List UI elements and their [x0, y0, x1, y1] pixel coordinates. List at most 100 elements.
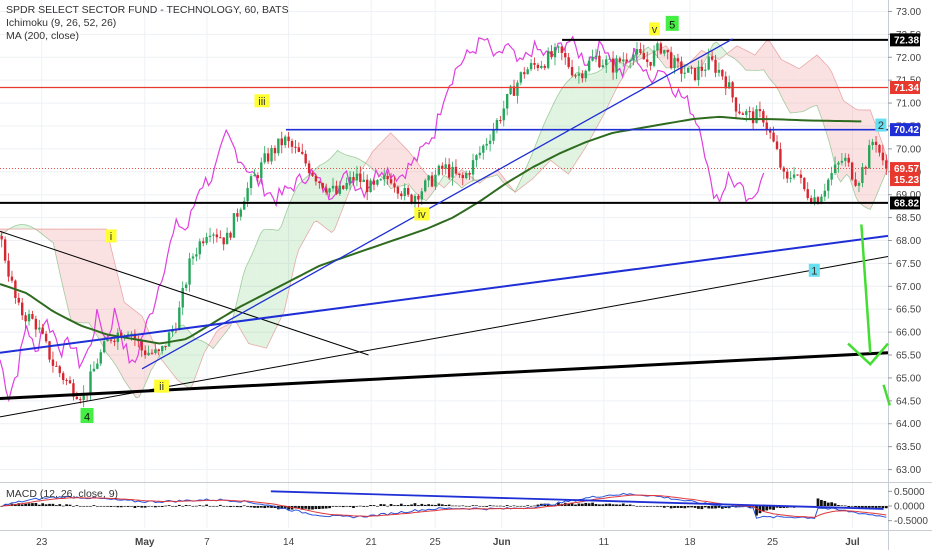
- candle-body: [389, 179, 393, 184]
- wave-label-box: [648, 22, 660, 36]
- cloud-segment: [343, 153, 347, 207]
- candle-body: [236, 213, 239, 217]
- candle-body: [509, 86, 512, 95]
- macd-histogram-bar: [673, 506, 676, 508]
- cloud-segment: [698, 50, 702, 68]
- candle-body: [546, 51, 550, 68]
- macd-histogram-bar: [335, 506, 338, 507]
- candle-body: [803, 177, 806, 190]
- macd-histogram-bar: [461, 505, 465, 507]
- macd-histogram-bar: [157, 506, 161, 507]
- candle-body: [359, 173, 362, 182]
- candle-body: [622, 59, 625, 62]
- candle-body: [318, 181, 321, 184]
- cloud-segment: [568, 77, 572, 175]
- candle-body: [99, 352, 102, 364]
- cloud-segment: [393, 135, 397, 188]
- cloud-segment: [763, 40, 767, 75]
- macd-histogram-bar: [386, 505, 390, 507]
- candle-body: [471, 160, 475, 175]
- macd-histogram-bar: [297, 506, 301, 508]
- candle-body: [164, 345, 167, 347]
- cloud-segment: [41, 229, 45, 237]
- cloud-segment: [328, 157, 332, 233]
- candle-body: [611, 58, 615, 73]
- candle-body: [130, 333, 133, 335]
- macd-histogram-bar: [348, 506, 352, 507]
- candle-body: [348, 177, 352, 183]
- cloud-segment: [713, 42, 717, 59]
- cloud-segment: [20, 224, 24, 230]
- candle-body: [352, 177, 355, 181]
- macd-histogram-bar: [621, 503, 625, 506]
- macd-histogram-bar: [840, 505, 844, 507]
- candle-body: [516, 82, 519, 96]
- macd-histogram-bar: [362, 506, 366, 507]
- cloud-segment: [695, 53, 699, 68]
- time-tick-label: May: [135, 537, 155, 548]
- macd-histogram-bar: [536, 504, 540, 506]
- candle-body: [157, 349, 161, 352]
- candle-body: [89, 371, 92, 395]
- macd-histogram-bar: [512, 505, 516, 507]
- price-tag-label: 68.82: [894, 198, 919, 209]
- cloud-segment: [793, 65, 797, 113]
- macd-histogram-bar: [854, 506, 857, 508]
- candle-body: [188, 258, 191, 285]
- cloud-segment: [559, 87, 563, 170]
- cloud-segment: [876, 126, 880, 197]
- macd-histogram-bar: [755, 506, 758, 516]
- cloud-segment: [106, 229, 110, 357]
- price-axis: 73.0072.5072.0071.5071.0070.5070.0069.50…: [888, 7, 921, 476]
- macd-histogram-bar: [396, 505, 400, 506]
- cloud-segment: [171, 333, 175, 377]
- macd-histogram-bar: [218, 504, 222, 506]
- candle-body: [458, 173, 461, 176]
- macd-histogram-bar: [17, 503, 21, 506]
- price-tick-label: 66.00: [896, 328, 921, 339]
- macd-histogram-bar: [707, 506, 711, 509]
- cloud-segment: [586, 74, 590, 147]
- macd-histogram-bar: [198, 505, 202, 506]
- cloud-segment: [719, 44, 723, 60]
- macd-histogram-bar: [232, 506, 236, 507]
- macd-histogram-bar: [54, 505, 58, 506]
- price-tick-label: 64.50: [896, 396, 921, 407]
- cloud-segment: [541, 122, 545, 170]
- cloud-segment: [834, 79, 838, 178]
- macd-histogram-bar: [212, 505, 215, 507]
- cloud-segment: [266, 229, 270, 349]
- cloud-segment: [269, 229, 273, 343]
- candle-body: [154, 349, 157, 354]
- macd-histogram-bar: [697, 506, 700, 509]
- candle-body: [403, 187, 406, 197]
- candle-body: [786, 171, 789, 179]
- macd-histogram-bar: [379, 504, 383, 506]
- candle-body: [625, 59, 628, 62]
- candle-body: [48, 341, 51, 360]
- candle-body: [51, 359, 55, 366]
- candle-body: [283, 136, 287, 146]
- candle-body: [270, 147, 273, 162]
- cloud-segment: [520, 172, 524, 188]
- macd-pane: 0.5000 0.0000 -0.5000: [0, 487, 928, 527]
- candle-body: [605, 59, 608, 66]
- cloud-segment: [71, 229, 74, 322]
- candle-body: [441, 165, 444, 169]
- cloud-segment: [757, 47, 761, 71]
- macd-histogram-bar: [768, 506, 772, 510]
- macd-histogram-bar: [123, 506, 127, 507]
- cloud-segment: [799, 66, 803, 113]
- candle-body: [362, 179, 365, 182]
- candle-body: [710, 56, 714, 60]
- time-tick-label: 11: [599, 537, 610, 548]
- macd-histogram-bar: [420, 503, 424, 506]
- macd-histogram-bar: [546, 503, 550, 506]
- macd-histogram-bar: [823, 500, 827, 506]
- macd-histogram-bar: [195, 505, 198, 507]
- cloud-segment: [103, 229, 107, 354]
- candle-body: [642, 52, 645, 60]
- candle-body: [314, 175, 318, 182]
- candle-body: [844, 157, 847, 161]
